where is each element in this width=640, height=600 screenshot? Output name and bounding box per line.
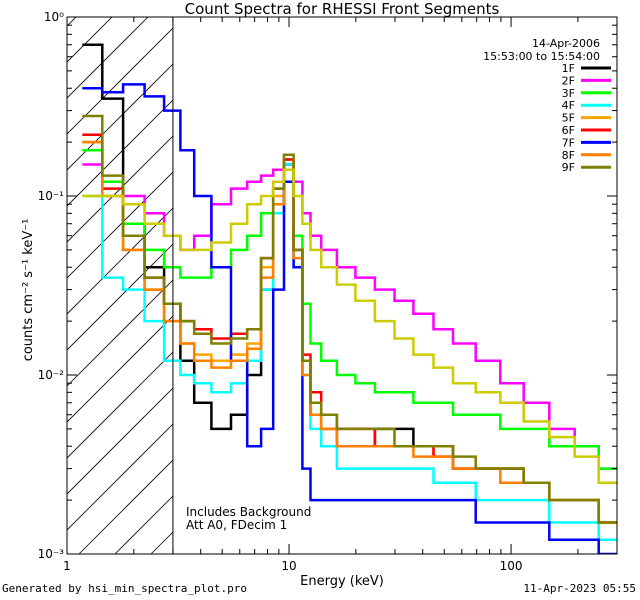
hatch-line xyxy=(0,0,103,554)
legend-label: 7F xyxy=(562,136,575,149)
hatch-line xyxy=(67,17,185,135)
legend-label: 9F xyxy=(562,161,575,174)
legend-label: 3F xyxy=(562,87,575,100)
y-tick-label: 10⁰ xyxy=(44,10,64,24)
time-range-text: 15:53:00 to 15:54:00 xyxy=(483,50,600,63)
date-text: 14-Apr-2006 xyxy=(532,37,600,50)
y-tick-label: 10⁻³ xyxy=(38,547,65,561)
y-tick-label: 10⁻¹ xyxy=(38,189,65,203)
hatch-line xyxy=(67,17,113,63)
y-axis-label: counts cm⁻² s⁻¹ keV⁻¹ xyxy=(21,219,36,362)
legend-label: 6F xyxy=(562,124,575,137)
legend-label: 2F xyxy=(562,74,575,87)
annotation-background: Includes Background xyxy=(186,505,311,519)
legend-label: 8F xyxy=(562,149,575,162)
legend-label: 5F xyxy=(562,112,575,125)
x-tick-label: 10 xyxy=(281,559,296,573)
excluded-energy-hatch xyxy=(0,0,617,554)
x-tick-label: 100 xyxy=(500,559,523,573)
footer-timestamp: 11-Apr-2023 05:55 xyxy=(523,582,636,595)
plot-frame xyxy=(66,16,618,555)
y-tick-label: 10⁻² xyxy=(38,368,65,382)
x-tick-label: 1 xyxy=(63,559,71,573)
legend-label: 4F xyxy=(562,99,575,112)
footer-generated-by: Generated by hsi_min_spectra_plot.pro xyxy=(2,582,248,595)
legend-label: 1F xyxy=(562,62,575,75)
series-line-10 xyxy=(82,168,617,485)
hatch-line xyxy=(67,17,149,99)
series-line-9 xyxy=(82,114,617,524)
x-axis-label: Energy (keV) xyxy=(300,574,384,589)
chart-title: Count Spectra for RHESSI Front Segments xyxy=(185,0,500,18)
annotation-attenuator: Att A0, FDecim 1 xyxy=(186,518,287,532)
